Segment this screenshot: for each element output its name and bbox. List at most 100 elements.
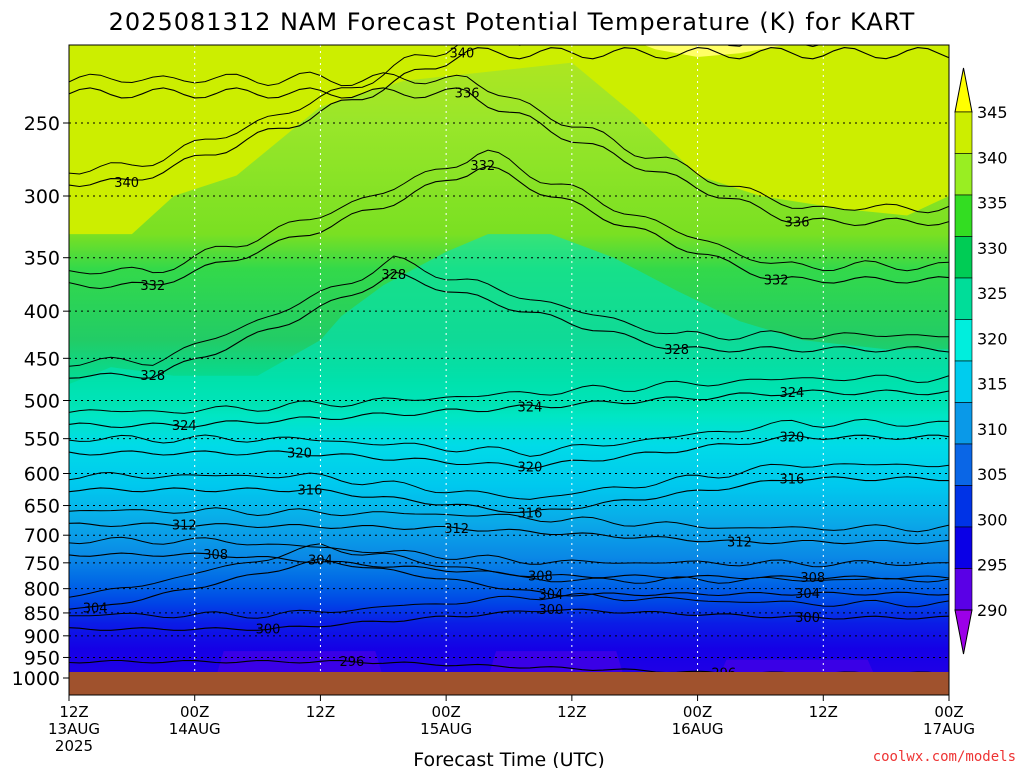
- colorbar-label: 345: [977, 103, 1008, 122]
- contour-label: 320: [287, 446, 312, 461]
- contour-330: [69, 255, 949, 367]
- watermark: coolwx.com/models: [873, 749, 1016, 765]
- colorbar-segment: [954, 153, 973, 196]
- x-tick-label: 17AUG: [923, 720, 975, 738]
- contour-label: 320: [518, 460, 543, 475]
- contour-label: 324: [172, 419, 197, 434]
- x-tick-label: 2025: [55, 737, 93, 755]
- contour-308: [69, 552, 949, 580]
- contour-label: 296: [339, 655, 364, 670]
- y-tick-label: 950: [24, 647, 60, 669]
- colorbar-segment: [954, 485, 973, 528]
- x-tick-label: 00Z: [431, 703, 460, 721]
- contour-338: [69, 71, 949, 214]
- contour-label: 316: [298, 483, 323, 498]
- contour-324: [69, 389, 949, 429]
- contour-label: 300: [538, 603, 563, 618]
- contour-label: 312: [444, 522, 469, 537]
- contour-label: 304: [795, 587, 820, 602]
- contour-label: 328: [381, 268, 406, 283]
- upper-level-max-region: [69, 45, 949, 57]
- contour-label: 332: [764, 273, 789, 288]
- y-tick-label: 750: [24, 553, 60, 575]
- y-tick-label: 800: [24, 579, 60, 601]
- boundary-layer-cool-pocket-1: [215, 651, 384, 678]
- contour-322: [69, 418, 949, 457]
- colorbar-segment: [954, 526, 973, 569]
- ground-surface: [69, 672, 949, 695]
- contour-label: 320: [779, 431, 804, 446]
- colorbar-segment: [954, 111, 973, 154]
- contour-334: [69, 149, 949, 275]
- contour-300: [69, 608, 949, 631]
- x-tick-label: 12Z: [59, 703, 88, 721]
- mid-level-cool-dome: [69, 234, 949, 401]
- contour-332: [69, 165, 949, 290]
- colorbar-segment: [954, 319, 973, 362]
- gridlines: [69, 45, 949, 695]
- colorbar-segment: [954, 360, 973, 403]
- colorbar-label: 300: [977, 510, 1008, 529]
- contour-label: 312: [172, 518, 197, 533]
- contour-320: [69, 434, 949, 470]
- colorbar-label: 295: [977, 556, 1008, 575]
- colorbar-label: 315: [977, 375, 1008, 394]
- x-tick-label: 13AUG: [48, 720, 100, 738]
- y-tick-label: 650: [24, 496, 60, 518]
- colorbar-segment: [954, 568, 973, 611]
- contour-label: 304: [538, 588, 563, 603]
- contour-label: 324: [518, 400, 543, 415]
- y-tick-label: 450: [24, 348, 60, 370]
- contour-label: 324: [779, 386, 804, 401]
- colorbar-label: 325: [977, 284, 1008, 303]
- contour-label: 300: [795, 611, 820, 626]
- contour-label: 332: [140, 279, 165, 294]
- colorbar-label: 335: [977, 194, 1008, 213]
- colorbar-label: 320: [977, 329, 1008, 348]
- contour-310: [69, 536, 949, 568]
- y-tick-label: 300: [24, 186, 60, 208]
- contour-312: [69, 522, 949, 545]
- y-tick-label: 400: [24, 301, 60, 323]
- contour-label: 328: [664, 343, 689, 358]
- contour-326: [69, 374, 949, 414]
- contour-336: [69, 87, 949, 227]
- contour-314: [69, 507, 949, 533]
- contour-304: [69, 558, 949, 610]
- x-tick-label: 12Z: [809, 703, 838, 721]
- contour-label: 340: [114, 176, 139, 191]
- contour-label: 304: [83, 602, 108, 617]
- x-tick-label: 12Z: [557, 703, 586, 721]
- boundary-layer-cool-pocket-2: [488, 651, 625, 678]
- contour-label: 336: [785, 215, 810, 230]
- colorbar-segment: [954, 194, 973, 237]
- contour-label: 300: [256, 623, 281, 638]
- contour-label: 332: [470, 159, 495, 174]
- y-tick-label: 850: [24, 603, 60, 625]
- contour-328: [69, 271, 949, 379]
- contour-label: 308: [203, 548, 228, 563]
- colorbar-segment: [954, 402, 973, 445]
- x-tick-label: 16AUG: [672, 720, 724, 738]
- contour-302: [69, 592, 949, 619]
- chart-title: 2025081312 NAM Forecast Potential Temper…: [109, 8, 916, 36]
- x-axis-title: Forecast Time (UTC): [413, 749, 604, 768]
- x-tick-label: 12Z: [306, 703, 335, 721]
- contour-label: 308: [528, 569, 553, 584]
- contour-label: 308: [800, 571, 825, 586]
- contour-label: 316: [518, 506, 543, 521]
- contour-316: [69, 476, 949, 513]
- y-tick-label: 550: [24, 429, 60, 451]
- y-tick-label: 600: [24, 463, 60, 485]
- x-tick-label: 00Z: [180, 703, 209, 721]
- plot-area: 340 340 336 336 332 332 332 328 328 328 324 324 324 3…: [69, 45, 949, 695]
- contour-340: [69, 47, 949, 188]
- y-tick-label: 900: [24, 626, 60, 648]
- y-axis: 2503003504004505005506006507007508008509…: [12, 113, 69, 690]
- x-tick-label: 00Z: [683, 703, 712, 721]
- x-tick-label: 00Z: [934, 703, 963, 721]
- contour-318: [69, 463, 949, 500]
- y-tick-label: 350: [24, 248, 60, 270]
